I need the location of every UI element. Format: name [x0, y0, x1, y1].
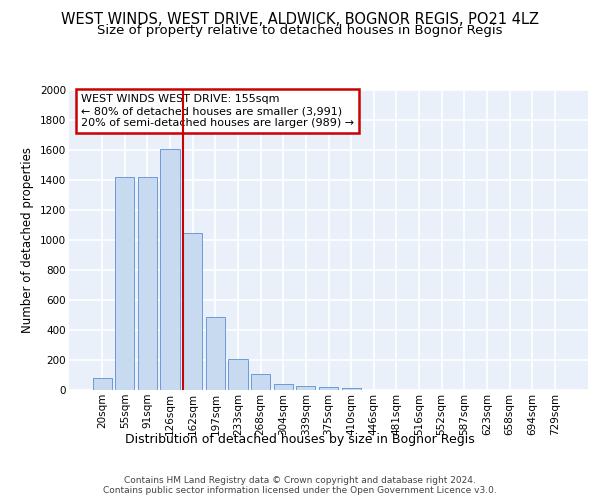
Bar: [341, 388, 361, 390]
Bar: [160, 148, 180, 390]
Bar: [92, 378, 112, 390]
Text: WEST WINDS, WEST DRIVE, ALDWICK, BOGNOR REGIS, PO21 4LZ: WEST WINDS, WEST DRIVE, ALDWICK, BOGNOR …: [61, 12, 539, 28]
Bar: [251, 374, 270, 390]
Bar: [183, 232, 202, 390]
Bar: [115, 177, 134, 390]
Text: Contains HM Land Registry data © Crown copyright and database right 2024.
Contai: Contains HM Land Registry data © Crown c…: [103, 476, 497, 496]
Bar: [229, 359, 248, 390]
Bar: [138, 177, 157, 390]
Y-axis label: Number of detached properties: Number of detached properties: [22, 147, 34, 333]
Text: Distribution of detached houses by size in Bognor Regis: Distribution of detached houses by size …: [125, 432, 475, 446]
Bar: [296, 386, 316, 390]
Bar: [274, 384, 293, 390]
Text: WEST WINDS WEST DRIVE: 155sqm
← 80% of detached houses are smaller (3,991)
20% o: WEST WINDS WEST DRIVE: 155sqm ← 80% of d…: [82, 94, 355, 128]
Text: Size of property relative to detached houses in Bognor Regis: Size of property relative to detached ho…: [97, 24, 503, 37]
Bar: [319, 387, 338, 390]
Bar: [206, 316, 225, 390]
